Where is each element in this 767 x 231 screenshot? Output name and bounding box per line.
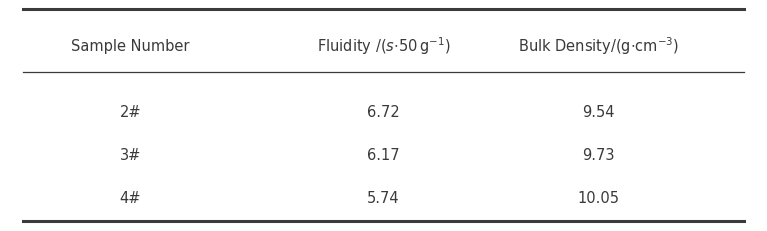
Text: 9.73: 9.73 — [582, 147, 614, 162]
Text: Bulk Density$/(\mathrm{g}{\cdot}\mathrm{cm}^{-3})$: Bulk Density$/(\mathrm{g}{\cdot}\mathrm{… — [518, 35, 679, 57]
Text: 10.05: 10.05 — [578, 190, 619, 205]
Text: 9.54: 9.54 — [582, 105, 614, 119]
Text: Sample Number: Sample Number — [71, 39, 189, 54]
Text: Fluidity $/(s{\cdot}50\,\mathrm{g}^{-1})$: Fluidity $/(s{\cdot}50\,\mathrm{g}^{-1})… — [317, 35, 450, 57]
Text: 6.72: 6.72 — [367, 105, 400, 119]
Text: 5.74: 5.74 — [367, 190, 400, 205]
Text: 2#: 2# — [120, 105, 141, 119]
Text: 3#: 3# — [120, 147, 141, 162]
Text: 4#: 4# — [120, 190, 141, 205]
Text: 6.17: 6.17 — [367, 147, 400, 162]
